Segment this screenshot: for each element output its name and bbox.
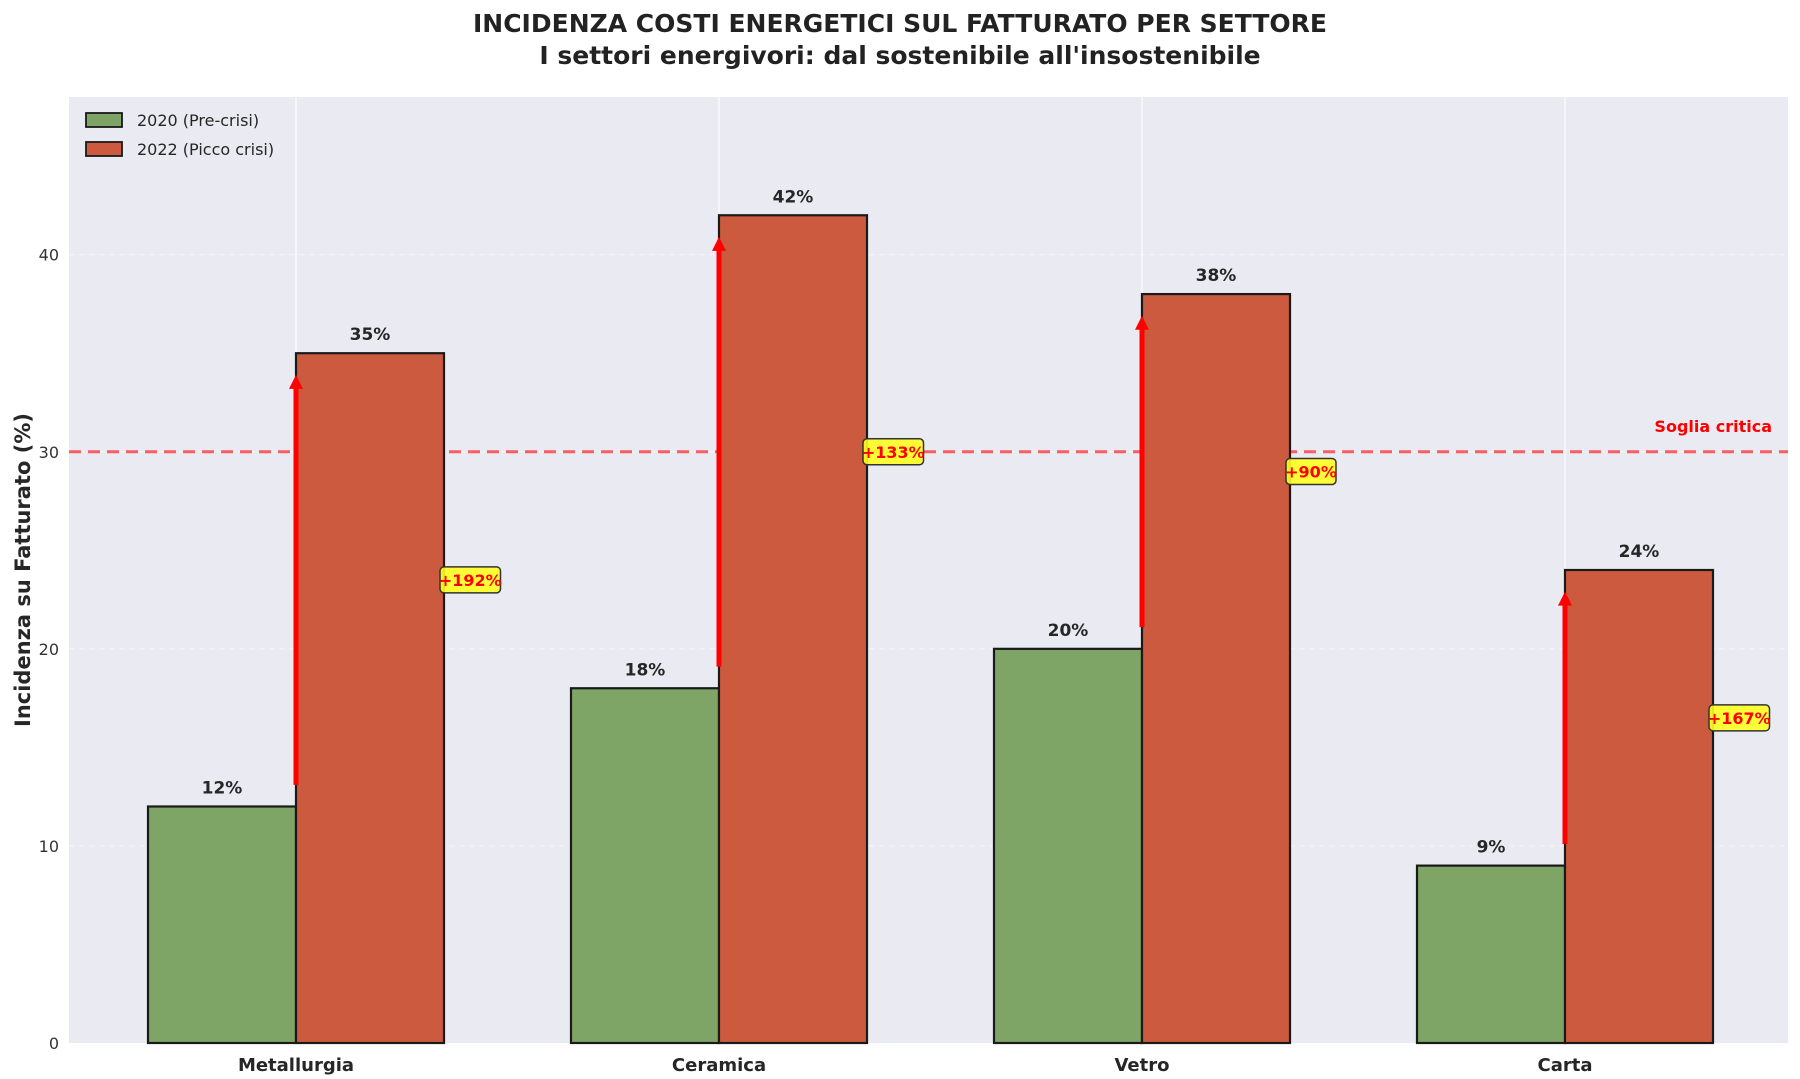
- legend: 2020 (Pre-crisi) 2022 (Picco crisi): [85, 111, 274, 159]
- increase-badge: +192%: [439, 566, 502, 594]
- bar-value-label: 20%: [1048, 621, 1089, 641]
- bar-value-label: 42%: [773, 187, 814, 207]
- bar-value-label: 24%: [1619, 542, 1660, 562]
- legend-swatch: [85, 112, 123, 128]
- x-tick-label: Vetro: [1114, 1055, 1169, 1076]
- chart-title: INCIDENZA COSTI ENERGETICI SUL FATTURATO…: [472, 9, 1327, 38]
- arrow-up-icon: [1135, 315, 1149, 330]
- legend-label: 2022 (Picco crisi): [137, 140, 274, 159]
- bar-value-label: 35%: [350, 325, 391, 345]
- bars: [146, 214, 1715, 1045]
- arrow-up-icon: [712, 236, 726, 251]
- bar-value-label: 38%: [1196, 266, 1237, 286]
- x-axis-labels: Metallurgia Ceramica Vetro Carta: [238, 1055, 1593, 1076]
- y-axis-ticks: 0 10 20 30 40: [39, 246, 59, 1053]
- legend-swatch: [85, 141, 123, 157]
- bar-2020-carta: [1415, 864, 1567, 1045]
- y-tick-label: 30: [39, 443, 59, 462]
- y-tick-label: 10: [39, 837, 59, 856]
- y-tick-label: 40: [39, 246, 59, 265]
- increase-badge: +90%: [1285, 457, 1337, 486]
- bar-value-label: 9%: [1477, 838, 1506, 858]
- arrow-up-icon: [1558, 591, 1572, 606]
- svg-text:+192%: +192%: [439, 571, 502, 590]
- svg-text:+90%: +90%: [1285, 462, 1337, 481]
- y-tick-label: 0: [49, 1034, 59, 1053]
- chart-subtitle: I settori energivori: dal sostenibile al…: [539, 41, 1261, 70]
- legend-label: 2020 (Pre-crisi): [137, 111, 259, 130]
- increase-badge: +167%: [1708, 704, 1771, 732]
- bar-2022-metallurgia: [294, 352, 446, 1045]
- bar-2020-vetro: [992, 647, 1144, 1045]
- x-tick-label: Ceramica: [672, 1055, 766, 1076]
- bar-2020-ceramica: [569, 687, 721, 1045]
- threshold-label: Soglia critica: [1654, 417, 1772, 436]
- x-tick-label: Metallurgia: [238, 1055, 354, 1076]
- bar-2020-metallurgia: [146, 805, 298, 1045]
- y-axis-title: Incidenza su Fatturato (%): [11, 413, 35, 727]
- y-axis-label: Incidenza su Fatturato (%): [11, 413, 35, 727]
- bar-2022-vetro: [1140, 292, 1292, 1045]
- bar-value-label: 12%: [202, 779, 243, 799]
- bar-2022-carta: [1563, 568, 1715, 1045]
- increase-arrows: +192% +133% +90% +167%: [289, 236, 1771, 844]
- svg-text:+133%: +133%: [862, 443, 925, 462]
- bar-value-label: 18%: [625, 660, 666, 680]
- x-tick-label: Carta: [1538, 1055, 1593, 1076]
- increase-badge: +133%: [862, 438, 925, 466]
- arrow-up-icon: [289, 374, 303, 389]
- svg-text:+167%: +167%: [1708, 709, 1771, 728]
- y-tick-label: 20: [39, 640, 59, 659]
- value-labels: 12% 18% 20% 9% 35% 42% 38% 24%: [202, 187, 1660, 857]
- bar-2022-ceramica: [717, 214, 869, 1045]
